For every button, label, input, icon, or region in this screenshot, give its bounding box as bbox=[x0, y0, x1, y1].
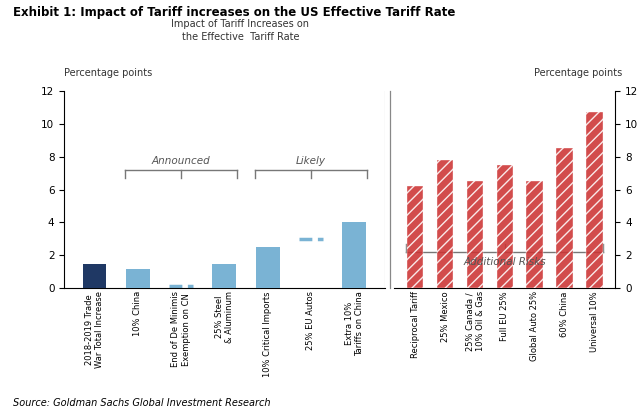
Text: Percentage points: Percentage points bbox=[533, 68, 622, 78]
Bar bbox=[526, 181, 543, 288]
Bar bbox=[587, 112, 603, 288]
Text: Source: Goldman Sachs Global Investment Research: Source: Goldman Sachs Global Investment … bbox=[13, 398, 271, 408]
Text: Announced: Announced bbox=[152, 156, 210, 166]
Bar bbox=[126, 269, 149, 288]
Bar bbox=[83, 264, 106, 288]
Bar bbox=[497, 165, 513, 288]
Text: Likely: Likely bbox=[296, 156, 326, 166]
Bar bbox=[407, 186, 423, 288]
Text: Impact of Tariff Increases on
the Effective  Tariff Rate: Impact of Tariff Increases on the Effect… bbox=[171, 19, 310, 42]
Bar bbox=[256, 247, 279, 288]
Bar bbox=[556, 148, 573, 288]
Text: Exhibit 1: Impact of Tariff increases on the US Effective Tariff Rate: Exhibit 1: Impact of Tariff increases on… bbox=[13, 6, 455, 19]
Bar bbox=[437, 160, 453, 288]
Bar bbox=[467, 181, 483, 288]
Bar bbox=[342, 222, 366, 288]
Text: Percentage points: Percentage points bbox=[64, 68, 153, 78]
Text: Additional Risks: Additional Risks bbox=[463, 257, 546, 267]
Bar bbox=[212, 264, 237, 288]
